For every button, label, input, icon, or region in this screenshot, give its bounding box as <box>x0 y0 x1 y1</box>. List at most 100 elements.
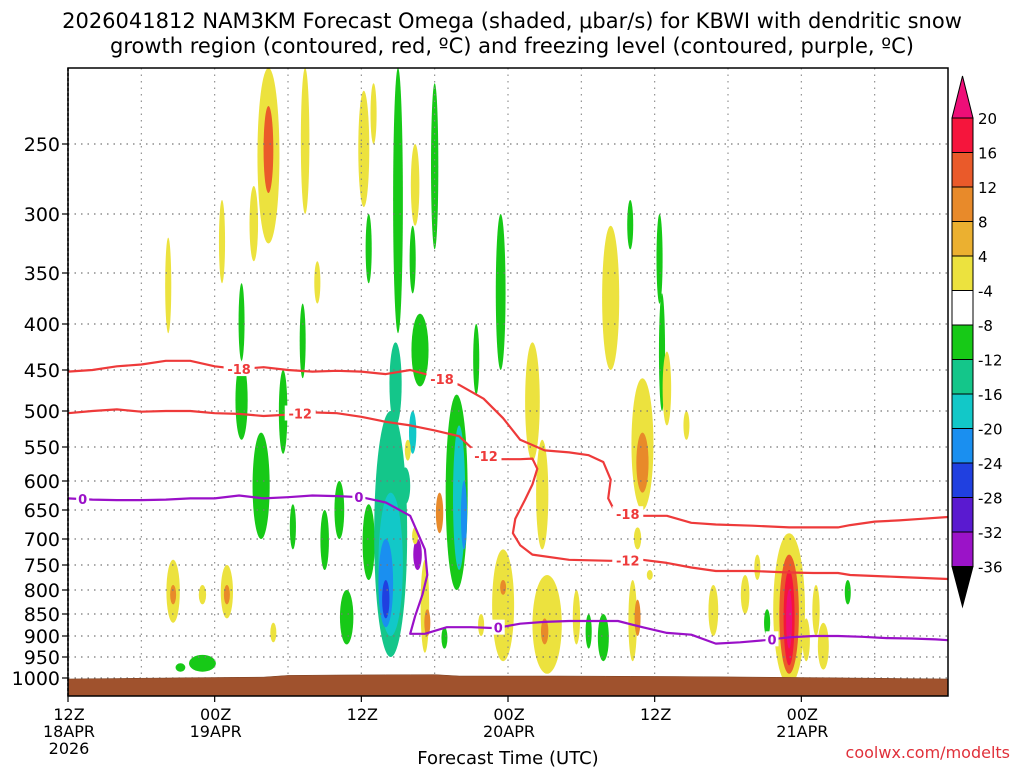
x-tick-label: 00Z <box>787 705 818 724</box>
omega-cell <box>627 200 634 250</box>
y-tick-label: 400 <box>24 314 60 336</box>
x-tick-label: 2026 <box>49 739 90 758</box>
terrain-ground <box>67 674 949 697</box>
contour-label: -12 <box>288 408 312 423</box>
y-tick-label: 1000 <box>12 668 60 690</box>
colorbar-label: -16 <box>978 386 1003 404</box>
y-tick-label: 600 <box>24 471 60 493</box>
omega-cell <box>400 467 411 505</box>
omega-cell <box>525 342 540 461</box>
colorbar-label: 8 <box>978 214 988 232</box>
omega-cell <box>365 214 372 284</box>
y-tick-label: 800 <box>24 580 60 602</box>
x-tick-label: 00Z <box>493 705 524 724</box>
grid-lines <box>68 68 948 696</box>
contour-label-bg <box>612 552 644 568</box>
colorbar-segment <box>951 152 974 188</box>
omega-cell <box>223 585 230 605</box>
colorbar-label: -20 <box>978 421 1003 439</box>
colorbar-segment <box>951 290 974 326</box>
omega-cell <box>597 614 609 662</box>
omega-shading <box>165 68 851 686</box>
omega-cell <box>812 585 820 636</box>
omega-cell <box>656 213 663 304</box>
colorbar-label: -12 <box>978 352 1003 370</box>
omega-cell <box>393 68 403 334</box>
y-tick-label: 950 <box>24 647 60 669</box>
colorbar-segment <box>951 117 974 153</box>
colorbar-label: 20 <box>978 110 997 128</box>
omega-cell <box>541 618 549 645</box>
omega-cell <box>410 144 420 226</box>
contour-label: -18 <box>616 508 640 523</box>
omega-cell <box>683 411 690 440</box>
contour-label-bg <box>223 361 255 377</box>
omega-cell <box>492 549 515 662</box>
contour-label-bg <box>470 447 502 463</box>
omega-cell <box>572 590 581 645</box>
colorbar-label: -28 <box>978 490 1003 508</box>
x-tick-label: 19APR <box>190 722 242 741</box>
omega-cell <box>754 554 761 580</box>
omega-cell <box>460 481 468 550</box>
omega-cell <box>646 570 653 580</box>
omega-cell <box>662 351 672 426</box>
colorbar-top-triangle <box>951 75 974 119</box>
omega-cell <box>389 342 402 426</box>
x-axis-label: Forecast Time (UTC) <box>417 748 598 768</box>
colorbar-segment <box>951 255 974 291</box>
omega-cell <box>740 575 750 614</box>
contour-label: -12 <box>474 450 498 465</box>
x-tick-label: 18APR <box>43 722 95 741</box>
omega-cell <box>536 439 549 550</box>
contour-minus12 <box>67 408 949 581</box>
colorbar-segment <box>951 497 974 533</box>
colorbar-segment <box>951 462 974 498</box>
omega-cell <box>409 225 416 294</box>
omega-cell <box>299 303 306 379</box>
contour-label: 0 <box>78 493 87 508</box>
contour-label: 0 <box>354 491 363 506</box>
x-tick-label: 21APR <box>776 722 828 741</box>
colorbar-segment <box>951 531 974 567</box>
x-tick-label: 12Z <box>347 705 378 724</box>
omega-cell <box>424 609 431 636</box>
omega-cell <box>817 622 829 670</box>
x-tick-label: 12Z <box>640 705 671 724</box>
omega-cell <box>500 580 507 595</box>
omega-cell <box>175 663 186 672</box>
contour-label-bg <box>612 506 644 522</box>
tick-labels: 2503003504004505005506006507007508008509… <box>12 134 829 758</box>
omega-cell <box>238 283 245 361</box>
colorbar-label: -24 <box>978 455 1003 473</box>
omega-cell <box>495 214 506 370</box>
colorbar-label: -36 <box>978 559 1003 577</box>
contour-label: 0 <box>767 633 776 648</box>
contour-label-bg <box>284 405 316 421</box>
omega-cell <box>189 654 216 672</box>
colorbar-label: 4 <box>978 248 988 266</box>
omega-cell <box>249 186 259 262</box>
omega-cell <box>165 237 172 334</box>
y-tick-label: 450 <box>24 360 60 382</box>
omega-cell <box>411 313 429 387</box>
credit-link[interactable]: coolwx.com/modelts <box>845 743 1010 762</box>
omega-cell <box>270 622 277 643</box>
x-tick-label: 12Z <box>53 705 84 724</box>
colorbar-label: 12 <box>978 179 997 197</box>
omega-cell <box>802 618 810 662</box>
chart-title-line-1: 2026041812 NAM3KM Forecast Omega (shaded… <box>62 9 962 33</box>
omega-cell <box>764 609 771 636</box>
omega-cell <box>252 432 270 539</box>
y-tick-label: 300 <box>24 204 60 226</box>
contour-label-bg <box>352 489 366 505</box>
colorbar-segment <box>951 359 974 395</box>
colorbar-segment <box>951 393 974 429</box>
x-tick-label: 20APR <box>483 722 535 741</box>
colorbar-segment <box>951 324 974 360</box>
omega-cell <box>278 370 288 454</box>
colorbar-segment <box>951 186 974 222</box>
omega-cell <box>358 90 370 207</box>
omega-cell <box>636 432 649 493</box>
